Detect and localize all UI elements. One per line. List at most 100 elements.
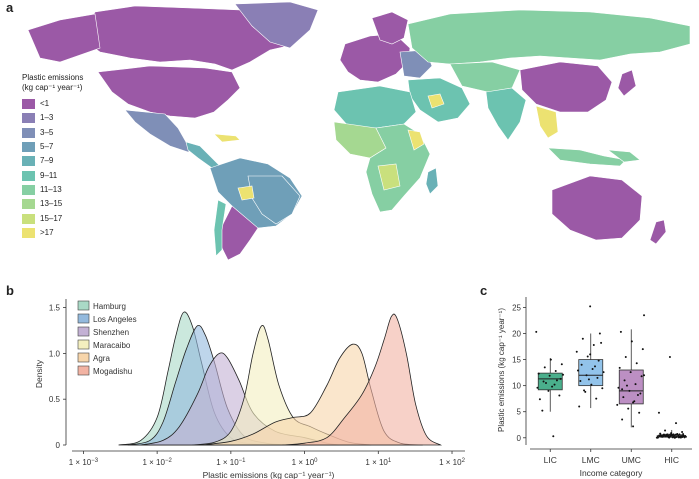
y-tick-label: 1.5 (49, 304, 61, 313)
data-point-umc (628, 389, 631, 392)
data-point-lmc (596, 376, 599, 379)
data-point-hic (670, 433, 673, 435)
legend-label: 3–5 (40, 127, 54, 137)
data-point-hic (656, 435, 659, 438)
region-brazil (247, 175, 301, 225)
data-point-hic (675, 436, 678, 439)
data-point-lic (562, 373, 565, 376)
x-tick-label: 1 × 10−2 (142, 458, 172, 467)
legend-item: 3–5 (22, 126, 83, 140)
x-axis-title: Plastic emissions (kg cap⁻¹ year⁻¹) (203, 470, 335, 479)
legend-swatch (22, 142, 35, 153)
data-point-hic (679, 435, 682, 438)
region-madagascar (425, 167, 439, 195)
data-point-lmc (584, 390, 587, 393)
data-point-lmc (579, 379, 582, 382)
legend-title: Plastic emissions (kg cap⁻¹ year⁻¹) (22, 73, 84, 92)
data-point-lic (559, 377, 562, 380)
data-point-lmc (594, 365, 597, 368)
data-point-lmc (591, 367, 594, 370)
data-point-hic (681, 431, 684, 434)
data-point-hic (661, 434, 664, 437)
data-point-hic (665, 433, 668, 436)
region-scandinavia (371, 11, 409, 45)
region-indonesia (547, 147, 627, 167)
region-russia (407, 9, 691, 65)
legend-item: <1 (22, 97, 83, 111)
legend-label: 1–3 (40, 113, 54, 123)
x-tick-label-hic: HIC (664, 455, 679, 465)
region-gulf (427, 93, 445, 109)
data-point-umc (623, 379, 626, 382)
x-tick-label: 1 × 10−1 (216, 458, 246, 467)
data-point-umc (617, 386, 620, 389)
legend-label: 15–17 (40, 213, 63, 223)
region-australia (551, 175, 643, 241)
y-tick-label: 0 (517, 434, 522, 443)
data-point-umc (643, 374, 646, 377)
data-point-hic (674, 436, 676, 439)
data-point-hic (657, 411, 660, 414)
data-point-umc (638, 411, 641, 414)
data-point-umc (616, 403, 619, 406)
panel-label-c: c (480, 283, 488, 298)
data-point-hic (666, 433, 669, 436)
data-point-hic (659, 433, 662, 436)
data-point-hic (676, 433, 679, 435)
y-tick-label: 10 (512, 382, 521, 391)
x-tick-label: 1 × 100 (292, 458, 318, 467)
legend-item: 7–9 (22, 154, 83, 168)
legend-swatch (22, 227, 35, 238)
data-point-lic (558, 394, 561, 397)
data-point-umc (640, 375, 643, 378)
data-point-umc (624, 355, 627, 358)
data-point-hic (677, 436, 680, 439)
data-point-lmc (583, 389, 586, 392)
x-tick-label: 1 × 101 (365, 458, 391, 467)
region-south-asia (485, 87, 527, 141)
legend-label-shenzhen: Shenzhen (93, 328, 129, 337)
y-tick-label: 1.0 (49, 349, 61, 358)
region-japan (617, 69, 637, 97)
legend-swatch (22, 199, 35, 210)
region-alaska (27, 13, 101, 63)
data-point-lmc (589, 353, 592, 356)
legend-swatch-shenzhen (77, 326, 90, 337)
data-point-lic (536, 386, 539, 389)
legend-swatch (22, 113, 35, 124)
legend-item: 5–7 (22, 140, 83, 154)
data-point-lic (543, 366, 546, 369)
data-point-lic (560, 363, 563, 366)
data-point-umc (636, 394, 639, 397)
region-new-zealand (649, 219, 667, 245)
data-point-lic (554, 370, 557, 373)
legend-item: >17 (22, 226, 83, 240)
data-point-umc (621, 388, 624, 391)
legend-item: 11–13 (22, 183, 83, 197)
region-usa (97, 65, 241, 119)
data-point-hic (682, 433, 684, 435)
x-tick-label-lmc: LMC (582, 455, 600, 465)
data-point-lic (549, 358, 552, 361)
region-greenland (234, 1, 319, 49)
legend-label: >17 (40, 227, 54, 237)
legend-swatch-mogadishu (77, 365, 90, 376)
data-point-lmc (597, 359, 600, 362)
box-plot-chart: 0 5 10 15 20 25 Plastic emissions (kg cap⁻¹ ye… (497, 297, 692, 478)
data-point-hic (658, 434, 660, 437)
region-north-africa (333, 85, 417, 129)
data-point-hic (677, 434, 680, 437)
data-point-lic (553, 383, 556, 386)
x-tick-label-lic: LIC (544, 455, 557, 465)
data-point-lmc (600, 341, 603, 344)
data-point-hic (678, 433, 681, 436)
data-point-umc (627, 407, 630, 410)
panel-label-a: a (6, 0, 14, 15)
world-map (27, 1, 691, 261)
data-point-umc (634, 383, 637, 386)
legend-swatch (22, 170, 35, 181)
data-point-umc (639, 392, 642, 395)
data-point-hic (680, 435, 683, 438)
data-point-lmc (601, 387, 604, 390)
legend-swatch-agra (77, 352, 90, 363)
